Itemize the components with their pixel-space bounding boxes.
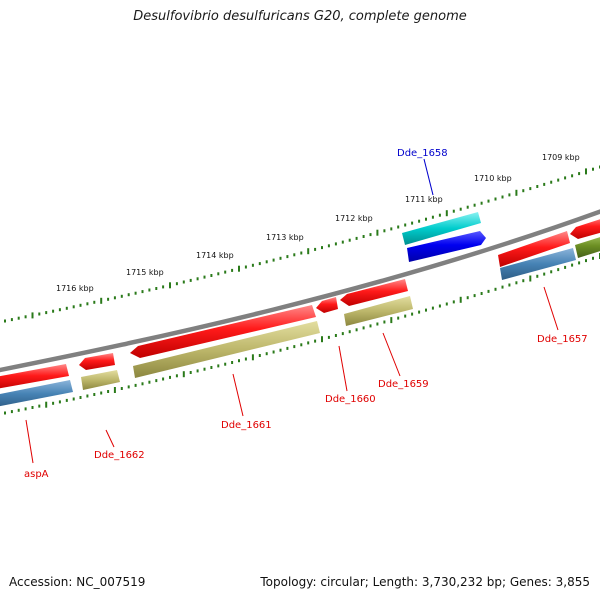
- ruler-label-1715: 1715 kbp: [126, 268, 164, 277]
- gene-label-Dde_1658[interactable]: Dde_1658: [397, 148, 448, 159]
- gene-label-Dde_1660[interactable]: Dde_1660: [325, 394, 376, 405]
- label-leaders: [25, 158, 559, 464]
- leader-Dde_1657: [543, 286, 559, 331]
- ruler-label-1716: 1716 kbp: [56, 284, 94, 293]
- leader-Dde_1662: [105, 429, 115, 448]
- leader-aspA: [25, 419, 34, 464]
- gene-label-Dde_1659[interactable]: Dde_1659: [378, 379, 429, 390]
- gene-Dde_1662-cds[interactable]: [79, 353, 115, 370]
- gene-Dde_1661-cds[interactable]: [130, 305, 316, 358]
- leader-Dde_1659: [382, 332, 401, 377]
- ruler-label-1711: 1711 kbp: [405, 195, 443, 204]
- cog-next-bar: [575, 237, 600, 258]
- ruler-inner: [4, 253, 600, 415]
- genome-info-text: Topology: circular; Length: 3,730,232 bp…: [260, 575, 590, 589]
- cog-Dde_1662-bar: [81, 370, 120, 390]
- gene-label-Dde_1661[interactable]: Dde_1661: [221, 420, 272, 431]
- cog-Dde_1657-bar: [500, 248, 576, 280]
- forward-cds-track: [402, 212, 486, 262]
- gene-labels: aspA Dde_1662 Dde_1661 Dde_1660 Dde_1659…: [24, 148, 588, 480]
- gene-label-Dde_1662[interactable]: Dde_1662: [94, 450, 145, 461]
- gene-next-cds: [570, 219, 600, 239]
- gene-Dde_1660-cds[interactable]: [316, 297, 338, 313]
- reverse-cds-track: [0, 219, 600, 390]
- ruler-label-1712: 1712 kbp: [335, 214, 373, 223]
- ruler-label-1714: 1714 kbp: [196, 251, 234, 260]
- ruler-label-1713: 1713 kbp: [266, 233, 304, 242]
- leader-Dde_1661: [232, 373, 244, 417]
- cog-track: [0, 237, 600, 407]
- cog-Dde_1658-bar: [402, 212, 481, 245]
- ruler-labels: 1709 kbp 1710 kbp 1711 kbp 1712 kbp 1713…: [56, 153, 580, 293]
- ruler-label-1709: 1709 kbp: [542, 153, 580, 162]
- gene-label-Dde_1657[interactable]: Dde_1657: [537, 334, 588, 345]
- ruler-label-1710: 1710 kbp: [474, 174, 512, 183]
- leader-Dde_1658: [423, 158, 434, 196]
- cog-Dde_1659-bar: [344, 296, 413, 326]
- backbone-arc: [0, 209, 600, 373]
- gene-label-aspA[interactable]: aspA: [24, 469, 49, 480]
- cog-aspA-bar: [0, 380, 73, 407]
- gene-Dde_1658-cds[interactable]: [407, 231, 486, 262]
- cog-Dde_1661-bar: [133, 321, 320, 378]
- ruler-outer: [4, 165, 600, 323]
- leader-Dde_1660: [338, 345, 348, 392]
- map-title: Desulfovibrio desulfuricans G20, complet…: [133, 9, 467, 24]
- gene-Dde_1657-cds[interactable]: [498, 231, 570, 267]
- accession-text: Accession: NC_007519: [9, 575, 146, 589]
- gene-aspA-cds[interactable]: [0, 364, 69, 390]
- gene-Dde_1659-cds[interactable]: [340, 279, 408, 306]
